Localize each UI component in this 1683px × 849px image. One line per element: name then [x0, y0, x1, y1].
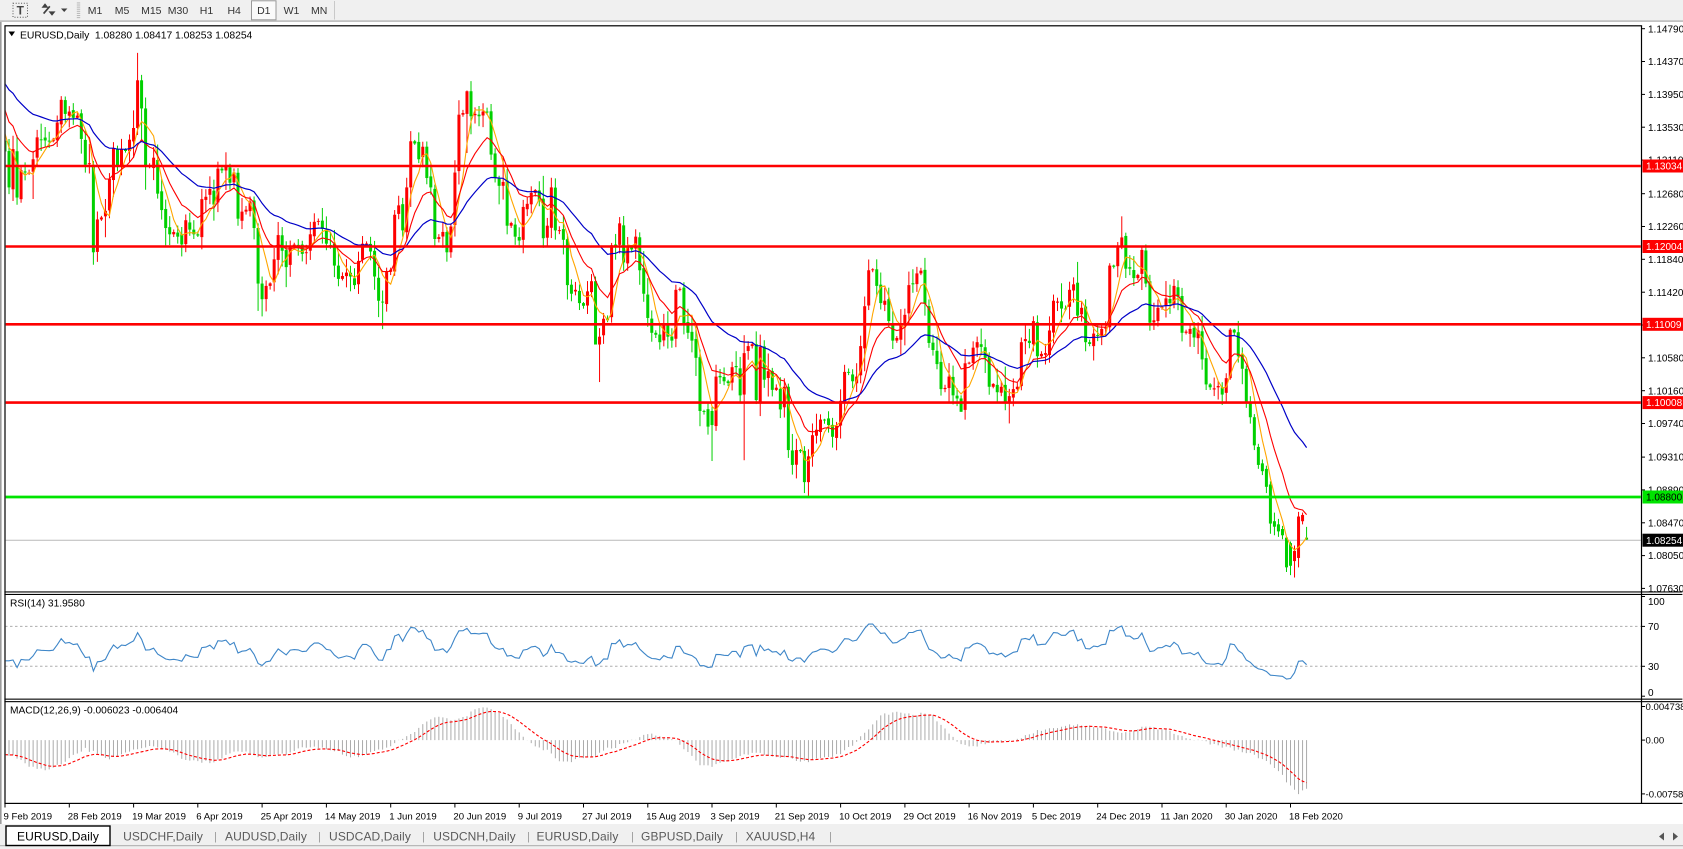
svg-text:1.08470: 1.08470 — [1648, 518, 1683, 529]
svg-text:1.11840: 1.11840 — [1648, 255, 1683, 266]
svg-text:1.10008: 1.10008 — [1646, 398, 1683, 409]
svg-text:100: 100 — [1648, 597, 1665, 608]
svg-text:25 Apr 2019: 25 Apr 2019 — [261, 812, 313, 823]
svg-text:1.08800: 1.08800 — [1646, 493, 1683, 504]
svg-text:XAUUSD,H4: XAUUSD,H4 — [746, 830, 816, 844]
svg-text:H4: H4 — [227, 5, 241, 17]
svg-text:15 Aug 2019: 15 Aug 2019 — [646, 812, 700, 823]
svg-text:0: 0 — [1648, 688, 1654, 699]
svg-text:18 Feb 2020: 18 Feb 2020 — [1289, 812, 1343, 823]
svg-text:W1: W1 — [284, 5, 300, 17]
svg-text:1.13530: 1.13530 — [1648, 123, 1683, 134]
svg-text:GBPUSD,Daily: GBPUSD,Daily — [641, 830, 723, 844]
svg-text:1.12680: 1.12680 — [1648, 189, 1683, 200]
svg-text:D1: D1 — [257, 5, 271, 17]
svg-text:AUDUSD,Daily: AUDUSD,Daily — [225, 830, 307, 844]
svg-text:1.10160: 1.10160 — [1648, 386, 1683, 397]
svg-text:5 Dec 2019: 5 Dec 2019 — [1032, 812, 1081, 823]
svg-text:|: | — [631, 831, 634, 843]
svg-text:1.10580: 1.10580 — [1648, 353, 1683, 364]
svg-text:|: | — [527, 831, 530, 843]
svg-text:1.13034: 1.13034 — [1646, 162, 1683, 173]
svg-text:19 Mar 2019: 19 Mar 2019 — [132, 812, 186, 823]
svg-text:EURUSD,Daily: EURUSD,Daily — [537, 830, 619, 844]
svg-text:30 Jan 2020: 30 Jan 2020 — [1225, 812, 1278, 823]
svg-text:MN: MN — [311, 5, 327, 17]
svg-text:|: | — [318, 831, 321, 843]
svg-text:1.08254: 1.08254 — [1646, 536, 1683, 547]
svg-text:-0.007584: -0.007584 — [1646, 789, 1683, 800]
svg-text:29 Oct 2019: 29 Oct 2019 — [903, 812, 955, 823]
svg-text:USDCNH,Daily: USDCNH,Daily — [433, 830, 516, 844]
svg-text:T: T — [17, 4, 25, 18]
svg-text:14 May 2019: 14 May 2019 — [325, 812, 380, 823]
svg-text:USDCAD,Daily: USDCAD,Daily — [329, 830, 411, 844]
svg-text:24 Dec 2019: 24 Dec 2019 — [1096, 812, 1150, 823]
svg-text:|: | — [422, 831, 425, 843]
svg-text:MACD(12,26,9) -0.006023 -0.006: MACD(12,26,9) -0.006023 -0.006404 — [10, 706, 179, 717]
svg-text:0.004738: 0.004738 — [1646, 702, 1683, 713]
svg-text:|: | — [735, 831, 738, 843]
svg-text:0.00: 0.00 — [1646, 736, 1665, 747]
svg-text:20 Jun 2019: 20 Jun 2019 — [453, 812, 506, 823]
svg-text:1.07630: 1.07630 — [1648, 584, 1683, 595]
svg-text:|: | — [214, 831, 217, 843]
svg-text:1 Jun 2019: 1 Jun 2019 — [389, 812, 436, 823]
svg-text:70: 70 — [1648, 622, 1660, 633]
svg-text:EURUSD,Daily 1.08280 1.08417: EURUSD,Daily 1.08280 1.08417 1.08253 1.0… — [20, 31, 253, 42]
svg-text:1.14370: 1.14370 — [1648, 57, 1683, 68]
svg-text:1.09740: 1.09740 — [1648, 419, 1683, 430]
svg-text:M5: M5 — [115, 5, 130, 17]
svg-text:M15: M15 — [141, 5, 162, 17]
svg-text:1.11009: 1.11009 — [1646, 320, 1682, 331]
svg-text:16 Nov 2019: 16 Nov 2019 — [968, 812, 1022, 823]
svg-text:M1: M1 — [88, 5, 103, 17]
svg-text:1.11420: 1.11420 — [1648, 288, 1683, 299]
svg-text:|: | — [829, 831, 832, 843]
svg-text:RSI(14) 31.9580: RSI(14) 31.9580 — [10, 599, 85, 610]
svg-text:6 Apr 2019: 6 Apr 2019 — [196, 812, 242, 823]
svg-text:9 Jul 2019: 9 Jul 2019 — [518, 812, 562, 823]
svg-text:21 Sep 2019: 21 Sep 2019 — [775, 812, 829, 823]
svg-text:9 Feb 2019: 9 Feb 2019 — [4, 812, 53, 823]
svg-text:28 Feb 2019: 28 Feb 2019 — [68, 812, 122, 823]
svg-text:11 Jan 2020: 11 Jan 2020 — [1161, 812, 1213, 823]
svg-text:H1: H1 — [200, 5, 214, 17]
svg-text:1.14790: 1.14790 — [1648, 24, 1683, 35]
svg-text:1.12260: 1.12260 — [1648, 222, 1683, 233]
svg-text:1.09310: 1.09310 — [1648, 453, 1683, 464]
svg-text:1.13950: 1.13950 — [1648, 90, 1683, 101]
svg-text:USDCHF,Daily: USDCHF,Daily — [123, 830, 203, 844]
svg-text:30: 30 — [1648, 662, 1660, 673]
svg-text:1.08050: 1.08050 — [1648, 551, 1683, 562]
svg-text:10 Oct 2019: 10 Oct 2019 — [839, 812, 891, 823]
svg-text:27 Jul 2019: 27 Jul 2019 — [582, 812, 632, 823]
svg-text:EURUSD,Daily: EURUSD,Daily — [17, 830, 99, 844]
svg-text:3 Sep 2019: 3 Sep 2019 — [711, 812, 760, 823]
svg-text:M30: M30 — [168, 5, 189, 17]
svg-text:1.12004: 1.12004 — [1646, 242, 1683, 253]
